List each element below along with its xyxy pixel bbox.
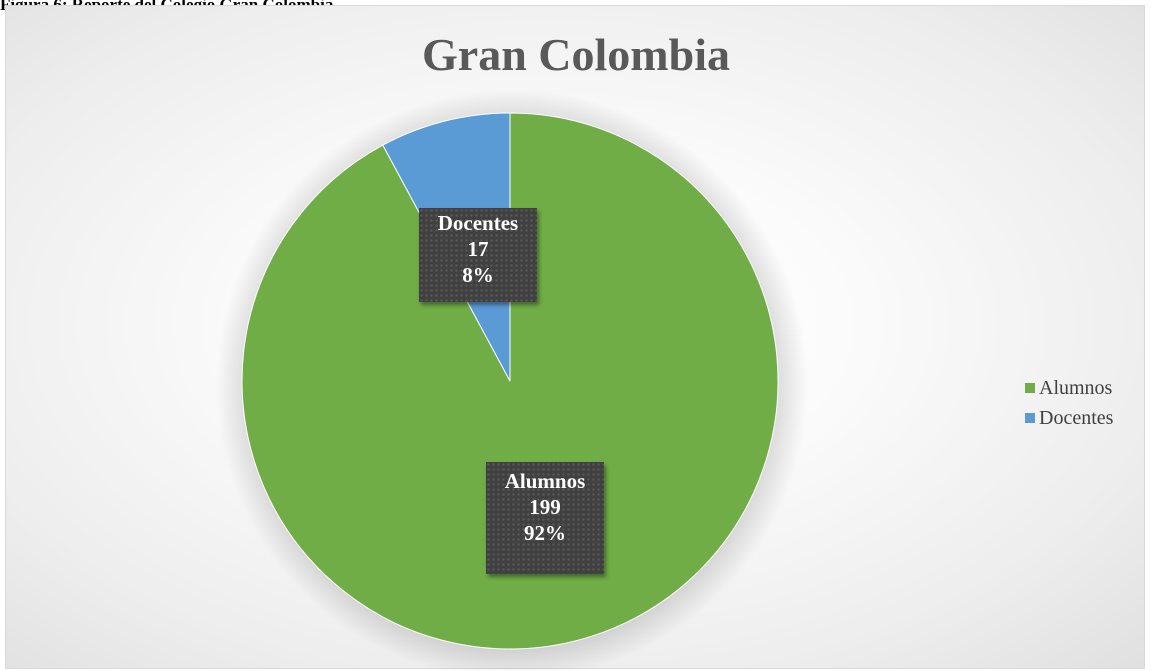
pie-chart	[216, 89, 808, 670]
chart-title: Gran Colombia	[422, 29, 730, 80]
data-label-alumnos: Alumnos 199 92%	[486, 462, 604, 574]
legend: Alumnos Docentes	[1025, 373, 1113, 433]
data-label-alumnos-value: 199	[529, 495, 561, 519]
data-label-alumnos-percent: 92%	[524, 521, 566, 545]
legend-label-alumnos: Alumnos	[1039, 376, 1113, 399]
legend-swatch-alumnos	[1025, 383, 1035, 393]
legend-item-docentes: Docentes	[1025, 403, 1113, 433]
data-label-docentes-category: Docentes	[437, 211, 519, 235]
data-label-docentes-percent: 8%	[462, 263, 494, 287]
data-label-docentes-value: 17	[467, 237, 489, 261]
legend-swatch-docentes	[1025, 413, 1035, 423]
legend-item-alumnos: Alumnos	[1025, 373, 1113, 403]
chart-area: Gran Colombia Docentes 17 8% Alumnos 199…	[5, 5, 1145, 670]
legend-label-docentes: Docentes	[1039, 406, 1114, 429]
data-label-docentes: Docentes 17 8%	[419, 208, 537, 302]
data-label-alumnos-category: Alumnos	[504, 469, 586, 493]
